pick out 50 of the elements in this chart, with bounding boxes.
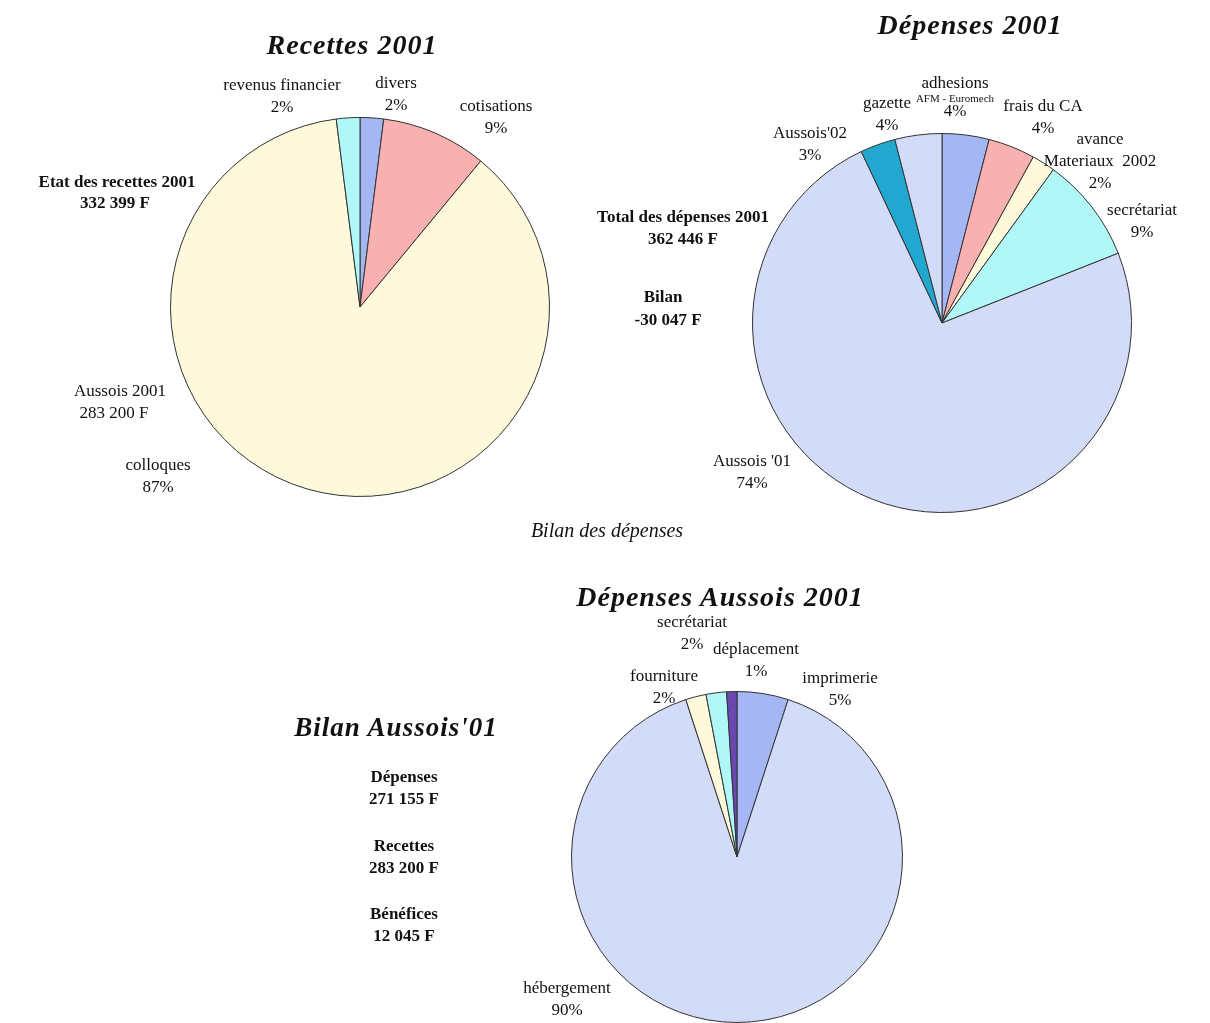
slice-label: déplacement bbox=[713, 639, 800, 659]
text: Etat des recettes 2001 bbox=[38, 172, 196, 192]
slice-label: colloques bbox=[125, 455, 191, 475]
chart-title: Recettes 2001 bbox=[266, 29, 438, 61]
data-label: 74% bbox=[736, 473, 768, 493]
data-label: 4% bbox=[875, 115, 899, 135]
slice-label: Aussois'02 bbox=[773, 123, 847, 143]
text: Dépenses bbox=[370, 767, 438, 787]
data-label: 2% bbox=[652, 688, 676, 708]
slice-label: secrétariat bbox=[1107, 200, 1178, 220]
data-label: 2% bbox=[1088, 173, 1112, 193]
data-label: 4% bbox=[943, 101, 967, 121]
slice-label: gazette bbox=[862, 93, 912, 113]
data-label: 2% bbox=[270, 97, 294, 117]
slice-label: fourniture bbox=[630, 666, 698, 686]
chart-title: Dépenses 2001 bbox=[877, 9, 1063, 41]
data-label: 2% bbox=[680, 634, 704, 654]
text: 283 200 F bbox=[369, 858, 439, 878]
text: AFM - Euromech bbox=[915, 92, 995, 104]
slice-label: hébergement bbox=[523, 978, 612, 998]
data-label: 90% bbox=[551, 1000, 583, 1020]
text: Total des dépenses 2001 bbox=[597, 207, 769, 227]
slice-label: revenus financier bbox=[223, 75, 342, 95]
data-label: 5% bbox=[828, 690, 852, 710]
text: 332 399 F bbox=[80, 193, 150, 213]
text: Bilan bbox=[643, 287, 683, 307]
text: Bénéfices bbox=[370, 904, 438, 924]
slice-label: divers bbox=[375, 73, 417, 93]
text: 283 200 F bbox=[79, 403, 149, 423]
text: 362 446 F bbox=[648, 229, 718, 249]
data-label: 9% bbox=[1130, 222, 1154, 242]
data-label: 1% bbox=[744, 661, 768, 681]
slice-label: adhesions bbox=[921, 73, 989, 93]
slice-label: imprimerie bbox=[802, 668, 878, 688]
data-label: 3% bbox=[798, 145, 822, 165]
slice-label: frais du CA bbox=[1003, 96, 1084, 116]
text: 12 045 F bbox=[373, 926, 435, 946]
text: -30 047 F bbox=[634, 310, 702, 330]
slice-label: Aussois '01 bbox=[712, 451, 792, 471]
data-label: 9% bbox=[484, 118, 508, 138]
slice-label: cotisations bbox=[459, 96, 533, 116]
text: Recettes bbox=[373, 836, 435, 856]
text: Aussois 2001 bbox=[73, 381, 167, 401]
text: Bilan Aussois'01 bbox=[294, 711, 498, 743]
slice-label: secrétariat bbox=[657, 612, 728, 632]
data-label: 87% bbox=[142, 477, 174, 497]
text: Bilan des dépenses bbox=[530, 518, 684, 542]
chart-title: Dépenses Aussois 2001 bbox=[576, 581, 864, 613]
data-label: 2% bbox=[384, 95, 408, 115]
text: 271 155 F bbox=[369, 789, 439, 809]
